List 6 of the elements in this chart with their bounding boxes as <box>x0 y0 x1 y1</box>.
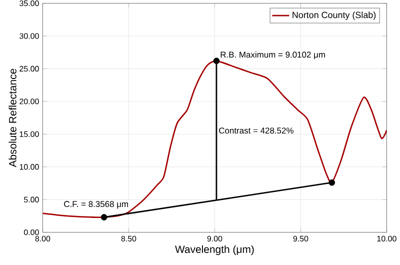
annotation: R.B. Maximum = 9.0102 μm <box>220 51 325 60</box>
y-axis-title: Absolute Reflectance <box>8 68 16 168</box>
legend-label: Norton County (Slab) <box>292 12 376 20</box>
annotation: C.F. = 8.3568 μm <box>64 201 128 209</box>
annotation: Contrast = 428.52% <box>219 128 294 134</box>
x-axis-title: Wavelength (μm) <box>175 245 254 256</box>
